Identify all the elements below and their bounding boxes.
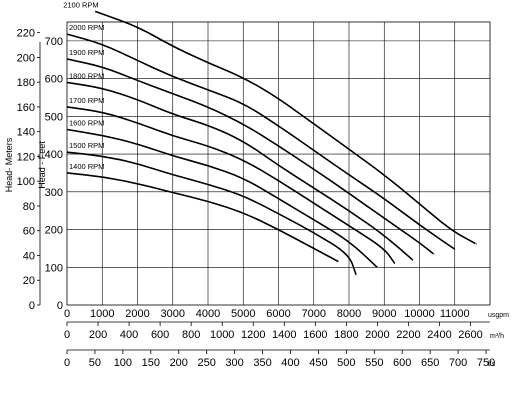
usgpm-tick-label: 7000 <box>302 308 326 320</box>
m3h-tick-label: 2400 <box>427 329 451 341</box>
curve-1600-rpm <box>66 128 378 268</box>
feet-axis-title: Head - Feet <box>37 141 47 189</box>
ls-tick-label: 300 <box>225 357 243 369</box>
m3h-tick-label: 1600 <box>303 329 327 341</box>
feet-tick-label: 600 <box>45 74 63 86</box>
meters-tick-label: 120 <box>17 151 35 163</box>
m3h-tick-label: 1800 <box>334 329 358 341</box>
curve-label: 1700 RPM <box>69 96 104 105</box>
usgpm-tick-label: 3000 <box>161 308 185 320</box>
m3h-tick-label: 1200 <box>241 329 265 341</box>
ls-tick-label: 650 <box>421 357 439 369</box>
m3h-tick-label: 400 <box>120 329 138 341</box>
meters-tick-label: 200 <box>17 52 35 64</box>
meters-tick-label: 20 <box>23 275 35 287</box>
ls-tick-label: 450 <box>309 357 327 369</box>
meters-tick-label: 140 <box>17 127 35 139</box>
curve-1700-rpm <box>66 106 396 265</box>
usgpm-tick-label: 11000 <box>440 308 470 320</box>
m3h-tick-label: 1400 <box>272 329 296 341</box>
curve-2000-rpm <box>66 33 456 250</box>
m3h-tick-label: 0 <box>64 329 70 341</box>
meters-tick-label: 160 <box>17 102 35 114</box>
curve-label: 1400 RPM <box>69 162 104 171</box>
usgpm-unit-label: usgpm <box>488 312 509 319</box>
feet-tick-label: 200 <box>45 225 63 237</box>
meters-tick-label: 80 <box>23 201 35 213</box>
meters-tick-label: 220 <box>17 28 35 40</box>
m3h-tick-label: 1000 <box>210 329 234 341</box>
meters-tick-label: 60 <box>23 226 35 238</box>
curve-1800-rpm <box>66 81 414 261</box>
m3h-tick-label: 2200 <box>396 329 420 341</box>
curve-2100-rpm <box>94 10 477 245</box>
curve-label: 2100 RPM <box>63 0 98 9</box>
m3h-tick-label: 800 <box>182 329 200 341</box>
usgpm-tick-label: 8000 <box>337 308 361 320</box>
ls-unit-label: l/s <box>488 361 496 368</box>
ls-tick-label: 250 <box>198 357 216 369</box>
usgpm-tick-label: 1000 <box>90 308 114 320</box>
ls-tick-label: 0 <box>64 357 70 369</box>
ls-tick-label: 400 <box>281 357 299 369</box>
curve-label: 1600 RPM <box>69 119 104 128</box>
meters-tick-label: 100 <box>17 176 35 188</box>
m3h-tick-label: 2000 <box>365 329 389 341</box>
usgpm-tick-label: 5000 <box>231 308 255 320</box>
feet-tick-label: 0 <box>57 300 63 312</box>
usgpm-tick-label: 10000 <box>404 308 435 320</box>
m3h-tick-label: 200 <box>89 329 107 341</box>
ls-tick-label: 750 <box>477 357 495 369</box>
feet-tick-label: 500 <box>45 111 63 123</box>
curve-label: 1500 RPM <box>69 141 104 150</box>
usgpm-tick-label: 2000 <box>125 308 149 320</box>
ls-tick-label: 200 <box>170 357 188 369</box>
m3h-tick-label: 2600 <box>458 329 482 341</box>
feet-tick-label: 700 <box>45 36 63 48</box>
ls-tick-label: 100 <box>114 357 132 369</box>
usgpm-tick-label: 9000 <box>372 308 396 320</box>
usgpm-tick-label: 0 <box>64 308 70 320</box>
feet-tick-label: 100 <box>45 262 63 274</box>
ls-tick-label: 350 <box>253 357 271 369</box>
ls-tick-label: 50 <box>89 357 101 369</box>
curve-1400-rpm <box>66 172 339 263</box>
m3h-tick-label: 600 <box>151 329 169 341</box>
curve-label: 2000 RPM <box>69 23 104 32</box>
ls-tick-label: 600 <box>393 357 411 369</box>
curve-label: 1800 RPM <box>69 71 104 80</box>
ls-tick-label: 500 <box>337 357 355 369</box>
usgpm-tick-label: 6000 <box>266 308 290 320</box>
feet-tick-label: 400 <box>45 149 63 161</box>
meters-tick-label: 180 <box>17 77 35 89</box>
meters-tick-label: 40 <box>23 250 35 262</box>
curve-1500-rpm <box>66 151 357 276</box>
meters-axis-title: Head- Meters <box>4 137 14 192</box>
curve-1900-rpm <box>66 58 435 255</box>
ls-tick-label: 550 <box>365 357 383 369</box>
ls-tick-label: 700 <box>449 357 467 369</box>
meters-tick-label: 0 <box>29 300 35 312</box>
ls-tick-label: 150 <box>142 357 160 369</box>
usgpm-tick-label: 4000 <box>196 308 220 320</box>
feet-tick-label: 300 <box>45 187 63 199</box>
curve-label: 1900 RPM <box>69 48 104 57</box>
m3h-unit-label: m³/h <box>490 333 504 340</box>
